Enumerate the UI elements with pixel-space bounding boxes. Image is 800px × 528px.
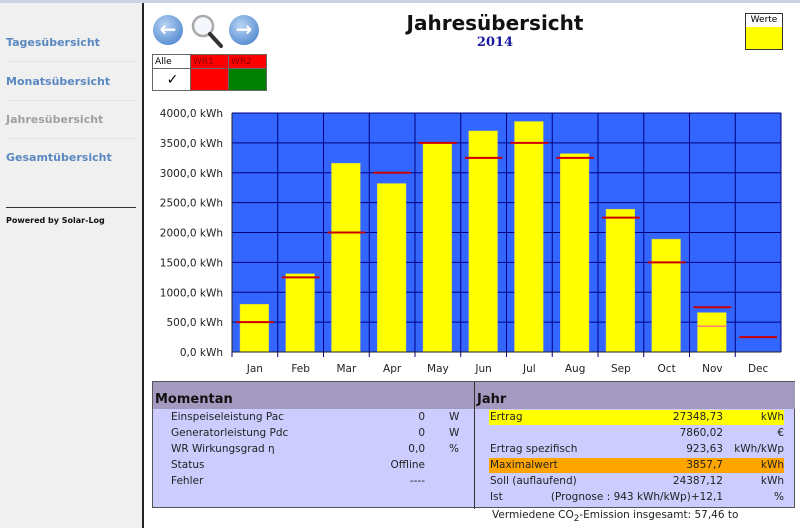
bar-Jul[interactable] bbox=[514, 121, 544, 353]
werte-label: Werte bbox=[746, 14, 782, 27]
x-tick-label: Aug bbox=[565, 363, 586, 375]
y-tick-label: 2000,0 kWh bbox=[160, 228, 223, 240]
year-label: 2014 bbox=[476, 35, 514, 50]
y-tick-label: 0,0 kWh bbox=[180, 347, 223, 359]
inverter-wr2-color[interactable] bbox=[228, 68, 267, 91]
co2-suffix: -Emission insgesamt: 57,46 to bbox=[579, 509, 739, 521]
nav-tagesuebersicht[interactable]: Tagesübersicht bbox=[6, 36, 100, 49]
x-tick-label: May bbox=[427, 363, 449, 375]
momentan-label: Fehler bbox=[171, 475, 204, 487]
checkmark-icon[interactable]: ✓ bbox=[152, 68, 191, 91]
page-title: Jahresübersicht bbox=[406, 11, 584, 35]
momentan-unit bbox=[449, 458, 469, 473]
co2-emission: Vermiedene CO2-Emission insgesamt: 57,46… bbox=[492, 509, 738, 524]
y-tick-label: 3000,0 kWh bbox=[160, 168, 223, 180]
bar-May[interactable] bbox=[422, 142, 452, 353]
momentan-value: Offline bbox=[390, 459, 425, 471]
momentan-value: 0 bbox=[418, 411, 425, 423]
info-panel: Momentan Jahr Einspeiseleistung Pac 0 W Gen… bbox=[152, 381, 795, 509]
x-tick-label: Apr bbox=[383, 363, 402, 375]
x-tick-label: Jun bbox=[474, 363, 491, 375]
arrow-right-icon[interactable]: → bbox=[229, 15, 259, 45]
jahr-label: Soll (auflaufend) bbox=[490, 475, 577, 487]
y-tick-label: 2500,0 kWh bbox=[160, 198, 223, 210]
bar-Jan[interactable] bbox=[239, 303, 269, 353]
y-tick-label: 1000,0 kWh bbox=[160, 287, 223, 299]
row-highlight bbox=[489, 458, 784, 473]
x-tick-label: Oct bbox=[658, 363, 676, 375]
jahr-label: Ertrag bbox=[490, 411, 523, 423]
momentan-label: Status bbox=[171, 459, 205, 471]
jahr-unit: kWh bbox=[760, 459, 784, 471]
jahr-value: 7860,02 bbox=[679, 427, 723, 439]
bar-Jun[interactable] bbox=[468, 130, 498, 353]
co2-sub: 2 bbox=[573, 514, 580, 525]
divider bbox=[6, 138, 136, 139]
y-tick-label: 1500,0 kWh bbox=[160, 257, 223, 269]
divider bbox=[6, 61, 136, 62]
x-tick-label: Jan bbox=[246, 363, 263, 375]
bar-Apr[interactable] bbox=[377, 183, 407, 353]
momentan-unit: W bbox=[449, 427, 460, 439]
jahr-value: 923,63 bbox=[686, 443, 723, 455]
momentan-value: 0 bbox=[418, 427, 425, 439]
x-tick-label: Dec bbox=[748, 363, 769, 375]
x-tick-label: Feb bbox=[291, 363, 310, 375]
bar-Sep[interactable] bbox=[605, 208, 635, 353]
jahr-unit: % bbox=[774, 491, 784, 503]
momentan-label: Generatorleistung Pdc bbox=[171, 427, 289, 439]
inverter-wr1-color[interactable] bbox=[190, 68, 229, 91]
powered-by: Powered by Solar-Log bbox=[6, 216, 105, 225]
sidebar: Tagesübersicht Monatsübersicht Jahresübe… bbox=[0, 3, 144, 528]
co2-prefix: Vermiedene CO bbox=[492, 509, 574, 521]
inverter-wr2-label[interactable]: WR2 bbox=[228, 54, 267, 69]
inverter-all-label[interactable]: Alle bbox=[152, 54, 191, 69]
nav-monatsuebersicht[interactable]: Monatsübersicht bbox=[6, 75, 111, 88]
momentan-title: Momentan bbox=[153, 382, 474, 409]
jahr-label: Ertrag spezifisch bbox=[490, 443, 578, 455]
divider bbox=[474, 382, 475, 509]
jahr-unit: kWh bbox=[760, 475, 784, 487]
jahr-value: 3857,7 bbox=[686, 459, 723, 471]
jahr-value: 24387,12 bbox=[672, 475, 723, 487]
jahr-value: (Prognose : 943 kWh/kWp)+12,1 bbox=[550, 491, 723, 503]
magnifier-icon[interactable] bbox=[190, 13, 224, 49]
momentan-value: ---- bbox=[409, 475, 425, 487]
bar-Oct[interactable] bbox=[651, 238, 681, 353]
jahr-label: Maximalwert bbox=[490, 459, 558, 471]
inverter-selector: Alle WR1 WR2 ✓ bbox=[152, 54, 267, 91]
bar-Feb[interactable] bbox=[285, 273, 315, 353]
bar-Mar[interactable] bbox=[331, 162, 361, 353]
momentan-unit: % bbox=[449, 443, 459, 455]
werte-button[interactable]: Werte bbox=[745, 13, 783, 50]
momentan-label: WR Wirkungsgrad η bbox=[171, 443, 275, 455]
y-tick-label: 3500,0 kWh bbox=[160, 138, 223, 150]
momentan-unit: W bbox=[449, 411, 460, 423]
y-tick-label: 500,0 kWh bbox=[166, 317, 223, 329]
momentan-label: Einspeiseleistung Pac bbox=[171, 411, 284, 423]
yield-chart: 0,0 kWh 500,0 kWh 1000,0 kWh 1500,0 kWh 2000… bbox=[160, 108, 782, 375]
jahr-unit: kWh bbox=[760, 411, 784, 423]
jahr-unit: € bbox=[777, 427, 784, 439]
divider bbox=[6, 207, 136, 208]
bar-Aug[interactable] bbox=[560, 153, 590, 353]
jahr-unit: kWh/kWp bbox=[734, 443, 784, 455]
nav-gesamtuebersicht[interactable]: Gesamtübersicht bbox=[6, 151, 112, 164]
divider bbox=[6, 100, 136, 101]
jahr-title: Jahr bbox=[475, 382, 795, 409]
momentan-value: 0,0 bbox=[408, 443, 425, 455]
jahr-value: 27348,73 bbox=[672, 411, 723, 423]
momentan-unit bbox=[449, 474, 469, 489]
arrow-left-icon[interactable]: ← bbox=[153, 15, 183, 45]
x-tick-label: Sep bbox=[611, 363, 631, 375]
nav-jahresuebersicht[interactable]: Jahresübersicht bbox=[6, 113, 104, 126]
x-tick-label: Jul bbox=[522, 363, 536, 375]
y-tick-label: 4000,0 kWh bbox=[160, 108, 223, 120]
x-tick-label: Nov bbox=[702, 363, 723, 375]
x-tick-label: Mar bbox=[336, 363, 356, 375]
bar-Nov[interactable] bbox=[697, 312, 727, 353]
row-highlight bbox=[489, 410, 784, 425]
jahr-label: Ist bbox=[490, 491, 503, 503]
